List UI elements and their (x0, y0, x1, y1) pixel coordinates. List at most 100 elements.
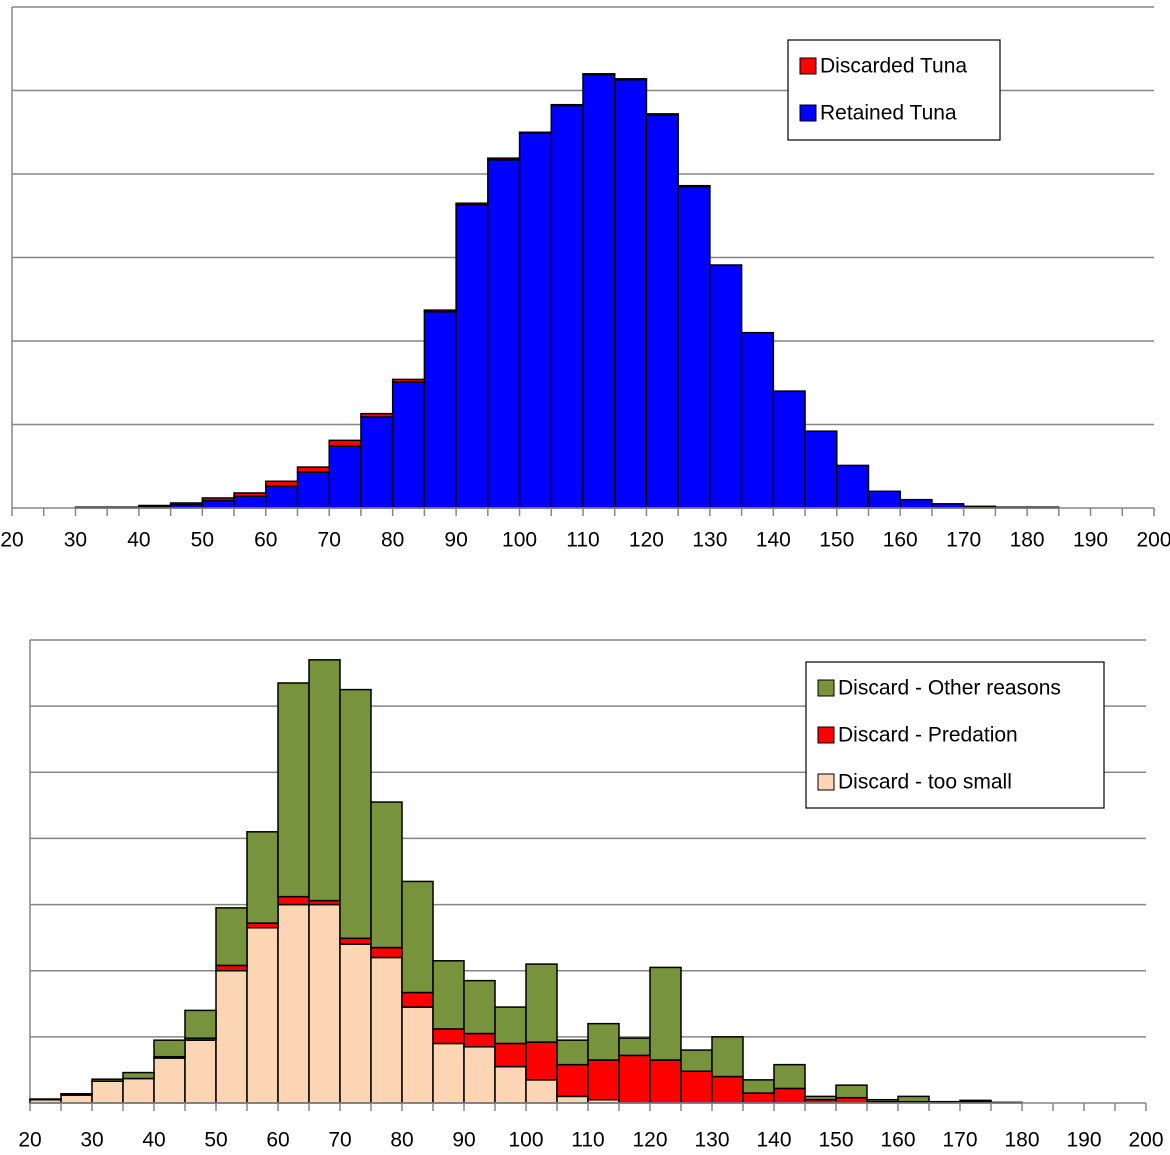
bar (201, 499, 235, 509)
bar (494, 1042, 527, 1068)
bar (201, 497, 235, 502)
x-tick-label: 70 (328, 1129, 351, 1152)
x-tick-label: 190 (1073, 529, 1108, 552)
bar (677, 185, 711, 509)
bar (556, 1095, 589, 1104)
bar (401, 880, 434, 994)
bar (899, 498, 933, 509)
bar (463, 979, 496, 1035)
legend-swatch (817, 679, 835, 697)
bar (804, 1095, 837, 1101)
bar (423, 311, 457, 509)
bar (360, 416, 394, 509)
x-tick-label: 140 (756, 529, 791, 552)
bar (215, 969, 248, 1104)
legend-swatch (799, 57, 817, 75)
bar (91, 1080, 124, 1104)
bar (138, 504, 172, 508)
x-tick-label: 40 (127, 529, 150, 552)
x-tick-label: 30 (80, 1129, 103, 1152)
bar (680, 1049, 713, 1073)
bar (432, 960, 465, 1030)
bar (184, 1009, 217, 1039)
bar (618, 1054, 651, 1104)
x-tick-label: 140 (756, 1129, 791, 1152)
bar (556, 1039, 589, 1066)
x-tick-label: 150 (819, 529, 854, 552)
bar (463, 1046, 496, 1104)
legend-label: Discarded Tuna (820, 55, 967, 78)
bar (432, 1042, 465, 1104)
bar (613, 78, 648, 509)
bar (401, 991, 434, 1008)
bar (391, 381, 426, 509)
bar (742, 1079, 775, 1094)
x-tick-label: 110 (566, 529, 599, 552)
legend-box (805, 661, 1105, 809)
bar (680, 1070, 713, 1104)
bar (487, 157, 521, 161)
bar (296, 471, 330, 509)
bar (740, 331, 775, 509)
x-tick-label: 180 (1010, 529, 1045, 552)
bar (60, 1094, 93, 1104)
bar (773, 1087, 806, 1104)
x-tick-label: 130 (694, 1129, 729, 1152)
bar (308, 659, 341, 902)
legend-label: Discard - Predation (838, 724, 1018, 747)
bar (867, 490, 901, 509)
bar (215, 964, 248, 972)
x-tick-label: 90 (452, 1129, 475, 1152)
bar (587, 1022, 620, 1061)
bar (455, 204, 489, 509)
x-tick-label: 20 (18, 1129, 41, 1152)
bar (711, 1036, 744, 1078)
x-tick-label: 50 (191, 529, 214, 552)
x-tick-label: 160 (883, 529, 918, 552)
bar (277, 682, 310, 898)
bar (677, 184, 711, 188)
bar (401, 1006, 434, 1104)
x-tick-label: 110 (571, 1129, 604, 1152)
x-tick-label: 170 (946, 529, 981, 552)
bar (804, 430, 838, 509)
bar (897, 1095, 930, 1103)
bar (835, 1084, 868, 1099)
bar (122, 1077, 155, 1104)
bar (525, 963, 558, 1043)
x-tick-label: 200 (1136, 529, 1170, 552)
x-tick-label: 50 (204, 1129, 227, 1152)
bar (773, 1063, 806, 1090)
bar (246, 831, 279, 924)
bar (339, 688, 372, 940)
x-tick-label: 150 (818, 1129, 853, 1152)
legend-swatch (817, 726, 835, 744)
bar (265, 480, 299, 488)
bar (169, 502, 204, 506)
x-tick-label: 90 (444, 529, 467, 552)
bar (233, 492, 267, 498)
bar (494, 1065, 527, 1104)
legend-label: Discard - Other reasons (838, 677, 1061, 700)
bar (432, 1028, 465, 1045)
x-tick-label: 120 (629, 529, 664, 552)
bar (836, 464, 870, 509)
bar (487, 159, 521, 509)
bar (339, 937, 372, 946)
bar (645, 113, 679, 116)
bar (709, 264, 743, 509)
bar (649, 1059, 682, 1104)
bar (370, 956, 403, 1104)
bar (711, 1075, 744, 1104)
bar (525, 1041, 558, 1081)
x-tick-label: 170 (942, 1129, 977, 1152)
bar (455, 202, 489, 206)
legend-box (787, 39, 1001, 141)
bar (265, 485, 299, 509)
bar (423, 309, 457, 313)
bar (494, 1006, 527, 1045)
bar (360, 412, 394, 418)
x-tick-label: 20 (0, 529, 23, 552)
